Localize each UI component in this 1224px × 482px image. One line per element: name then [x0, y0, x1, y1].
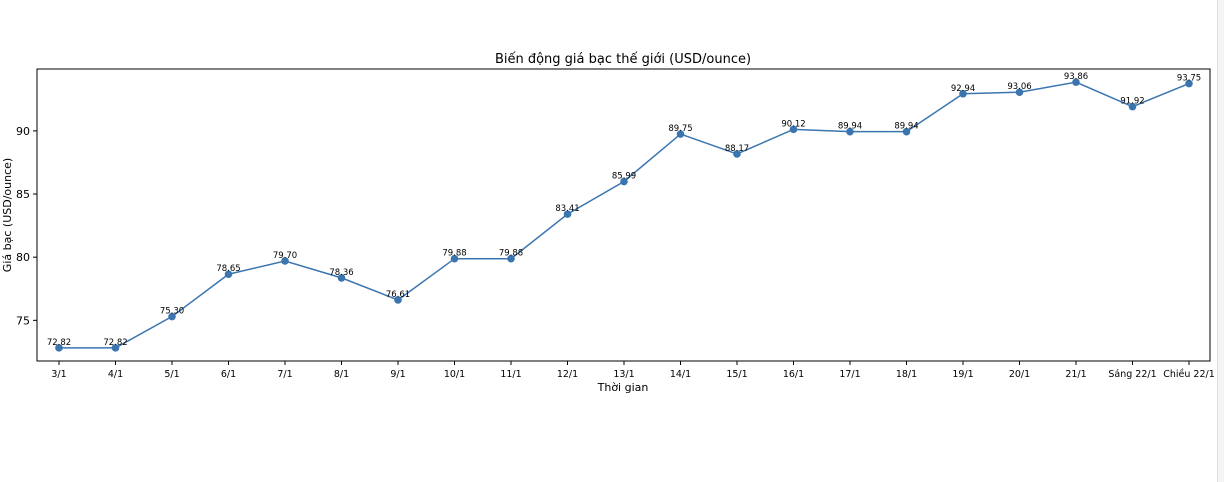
data-point	[676, 130, 685, 138]
x-tick-label: Chiều 22/1	[1163, 369, 1215, 380]
data-label: 93.06	[1007, 82, 1031, 92]
data-point	[55, 344, 63, 352]
x-tick-label: 7/1	[277, 369, 292, 380]
data-label: 88.17	[725, 144, 749, 154]
x-tick-label: 10/1	[444, 369, 465, 380]
y-tick-label: 75	[16, 314, 30, 327]
x-tick-label: 4/1	[108, 369, 123, 380]
data-point	[281, 257, 289, 265]
data-label: 75.30	[160, 307, 184, 317]
x-tick-label: Sáng 22/1	[1108, 369, 1156, 380]
x-tick-label: 21/1	[1065, 369, 1086, 380]
plot-frame	[36, 68, 1211, 362]
x-tick-label: 8/1	[334, 369, 349, 380]
data-point	[846, 127, 854, 136]
x-tick-label: 14/1	[670, 369, 691, 380]
data-label: 79.88	[442, 249, 466, 259]
x-tick-label: 16/1	[783, 369, 804, 380]
data-label: 89.94	[838, 122, 862, 132]
x-tick-label: 20/1	[1009, 369, 1030, 380]
data-point	[168, 312, 176, 321]
x-tick-label: 11/1	[500, 369, 521, 380]
vertical-scrollbar[interactable]	[1217, 0, 1224, 482]
chart-title: Biến động giá bạc thế giới (USD/ounce)	[495, 52, 751, 67]
x-tick-label: 19/1	[952, 369, 973, 380]
data-point	[563, 210, 572, 218]
x-tick-label: 5/1	[164, 369, 179, 380]
data-label: 91.92	[1120, 97, 1144, 107]
series-silver-price: 72.82 72.82 75.30 78.65 79.70 78.36 76.61 79.88…	[47, 72, 1201, 352]
data-point	[902, 127, 911, 136]
x-tick-label: 18/1	[896, 369, 917, 380]
data-point	[337, 274, 346, 282]
data-label: 78.65	[216, 264, 240, 274]
data-label: 79.70	[273, 251, 297, 261]
data-point	[224, 270, 233, 279]
data-label: 92.94	[951, 84, 975, 94]
data-label: 85.99	[612, 172, 636, 182]
data-point	[507, 254, 515, 263]
y-tick-label: 85	[16, 188, 30, 201]
y-axis: 75 80 85 90	[16, 125, 37, 327]
x-axis: 3/1 4/1 5/1 6/1 7/1 8/1 9/1 10/1 11/1 12/1 13/1 14/…	[51, 361, 1215, 380]
data-point	[450, 254, 459, 263]
data-point	[1072, 78, 1080, 86]
data-label: 76.61	[386, 290, 410, 300]
data-label: 78.36	[329, 268, 353, 278]
y-axis-label: Giá bạc (USD/ounce)	[1, 158, 14, 272]
data-point	[959, 89, 967, 98]
x-tick-label: 12/1	[557, 369, 578, 380]
data-point	[733, 150, 741, 158]
data-label: 90.12	[781, 119, 805, 129]
data-label: 72.82	[103, 338, 127, 348]
data-point	[1128, 102, 1137, 111]
x-tick-label: 3/1	[51, 369, 66, 380]
data-point	[789, 125, 798, 134]
data-label: 89.94	[894, 122, 918, 132]
data-label: 79.88	[499, 249, 523, 259]
data-label: 93.75	[1177, 74, 1201, 84]
x-tick-label: 17/1	[839, 369, 860, 380]
data-point	[620, 177, 628, 186]
data-label: 89.75	[668, 124, 692, 134]
data-point	[111, 344, 120, 352]
data-point	[1015, 88, 1024, 97]
x-tick-label: 15/1	[726, 369, 747, 380]
data-label: 83.41	[555, 204, 579, 214]
data-point	[1185, 79, 1193, 88]
x-tick-label: 9/1	[390, 369, 405, 380]
series-line	[59, 81, 1190, 349]
x-tick-label: 6/1	[221, 369, 236, 380]
y-tick-label: 90	[16, 125, 30, 138]
data-label: 72.82	[47, 338, 71, 348]
x-axis-label: Thời gian	[597, 381, 649, 394]
data-point	[394, 296, 402, 304]
y-tick-label: 80	[16, 251, 30, 264]
data-label: 93.86	[1064, 72, 1088, 82]
x-tick-label: 13/1	[613, 369, 634, 380]
